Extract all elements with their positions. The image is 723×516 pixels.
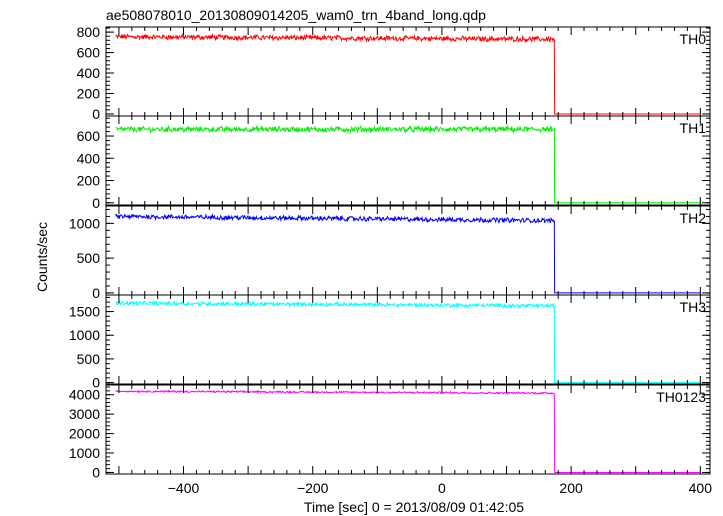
chart-title: ae508078010_20130809014205_wam0_trn_4ban… — [106, 7, 486, 23]
panel-label: TH0 — [680, 31, 707, 47]
panel-th0123: TH0123 0 1000 2000 3000 4000 — [69, 384, 711, 480]
y-tick-label: 400 — [77, 150, 101, 166]
panel-label: TH1 — [680, 120, 707, 136]
y-tick-label: 1000 — [69, 445, 100, 461]
series-line-th3 — [115, 299, 701, 384]
x-tick-label: 200 — [559, 480, 583, 496]
y-tick-label: 0 — [92, 195, 100, 211]
y-axis-label: Counts/sec — [34, 222, 50, 292]
x-tick-label: 0 — [438, 480, 446, 496]
x-tick-label: 400 — [689, 480, 713, 496]
y-tick-label: 200 — [77, 173, 101, 189]
y-tick-label: 200 — [77, 85, 101, 101]
y-tick-label: 0 — [92, 464, 100, 480]
y-tick-label: 600 — [77, 128, 101, 144]
y-tick-label: 0 — [92, 285, 100, 301]
panel-th3: TH3 0 500 1000 1500 — [69, 294, 711, 391]
y-tick-label: 400 — [77, 65, 101, 81]
panel-th0: TH0 0 200 400 600 800 — [77, 24, 711, 122]
series-line-th0123 — [115, 389, 701, 473]
y-tick-label: 2000 — [69, 426, 100, 442]
panel-frame — [105, 294, 711, 385]
y-tick-label: 800 — [77, 24, 101, 40]
x-tick-label: −200 — [297, 480, 329, 496]
y-tick-label: 3000 — [69, 406, 100, 422]
y-tick-label: 500 — [77, 351, 101, 367]
y-tick-label: 1000 — [69, 215, 100, 231]
y-tick-label: 1000 — [69, 327, 100, 343]
y-tick-label: 500 — [77, 250, 101, 266]
series-line-th1 — [115, 124, 701, 204]
x-axis-label: Time [sec] 0 = 2013/08/09 01:42:05 — [304, 499, 524, 515]
panel-th2: TH2 0 500 1000 — [69, 205, 711, 301]
series-line-th0 — [115, 32, 701, 115]
panel-label: TH2 — [680, 210, 707, 226]
y-tick-label: 1500 — [69, 304, 100, 320]
panel-frame — [105, 384, 711, 475]
y-tick-label: 0 — [92, 375, 100, 391]
series-line-th2 — [115, 213, 701, 294]
panel-label: TH0123 — [656, 389, 706, 405]
panel-frame — [105, 26, 711, 117]
panels-group: TH0 0 200 400 600 800 TH1 0 200 400 600 TH2 0 500 1000… — [69, 24, 712, 496]
x-tick-label: −400 — [168, 480, 200, 496]
y-tick-label: 0 — [92, 106, 100, 122]
panel-frame — [105, 115, 711, 206]
y-tick-label: 4000 — [69, 387, 100, 403]
panel-label: TH3 — [680, 299, 707, 315]
y-tick-label: 600 — [77, 45, 101, 61]
panel-th1: TH1 0 200 400 600 — [77, 115, 711, 211]
